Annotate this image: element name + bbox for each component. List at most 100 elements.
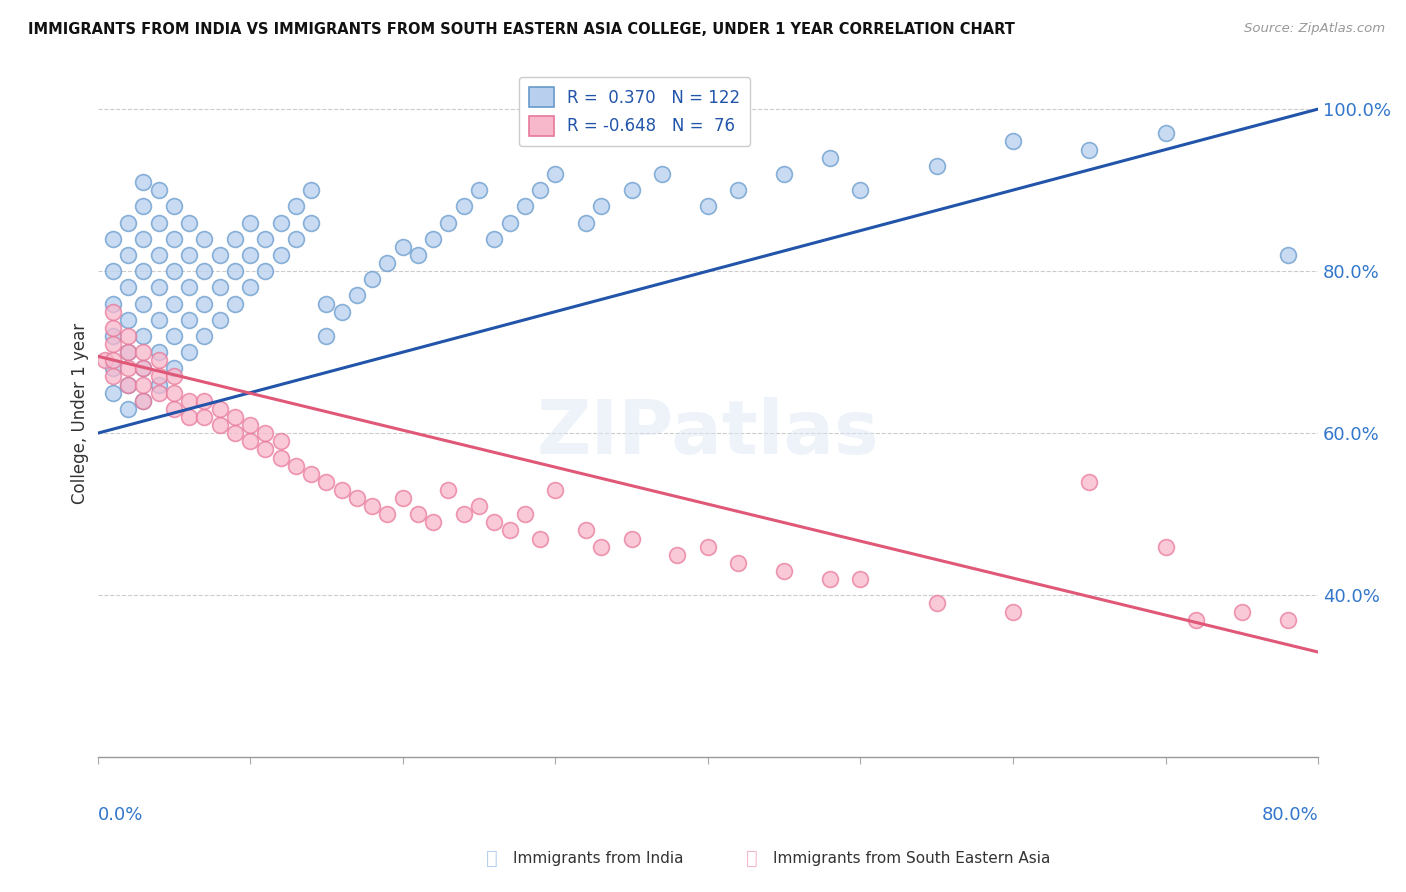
Point [849,572,872,586]
Point [346,288,368,302]
Point [148,280,170,294]
Point [163,232,186,246]
Point [101,329,124,343]
Point [422,516,444,530]
Point [651,167,673,181]
Point [117,329,139,343]
Point [925,159,948,173]
Text: IMMIGRANTS FROM INDIA VS IMMIGRANTS FROM SOUTH EASTERN ASIA COLLEGE, UNDER 1 YEA: IMMIGRANTS FROM INDIA VS IMMIGRANTS FROM… [28,22,1015,37]
Point [239,434,262,449]
Point [179,248,201,262]
Point [544,167,567,181]
Point [696,199,718,213]
Point [179,345,201,359]
Point [589,199,612,213]
Point [299,183,322,197]
Point [101,321,124,335]
Point [270,450,292,465]
Point [330,483,353,497]
Point [117,215,139,229]
Point [437,483,460,497]
Point [117,248,139,262]
Point [696,540,718,554]
Text: Source: ZipAtlas.com: Source: ZipAtlas.com [1244,22,1385,36]
Point [513,508,536,522]
Point [773,564,796,578]
Point [208,280,231,294]
Point [148,248,170,262]
Point [484,516,506,530]
Point [1154,540,1177,554]
Point [179,393,201,408]
Point [148,345,170,359]
Point [179,312,201,326]
Point [132,393,155,408]
Text: ZIPatlas: ZIPatlas [537,397,879,470]
Point [1277,613,1299,627]
Point [484,232,506,246]
Point [468,499,491,513]
Point [254,442,277,457]
Point [163,296,186,310]
Point [239,280,262,294]
Point [727,556,749,570]
Point [163,369,186,384]
Point [132,377,155,392]
Point [101,304,124,318]
Point [1078,143,1101,157]
Point [193,232,215,246]
Point [620,532,643,546]
Point [208,418,231,433]
Point [117,377,139,392]
Point [1277,248,1299,262]
Point [193,410,215,425]
Point [163,401,186,416]
Point [239,418,262,433]
Point [117,377,139,392]
Point [208,248,231,262]
Point [422,232,444,246]
Point [132,232,155,246]
Point [193,393,215,408]
Point [101,264,124,278]
Point [773,167,796,181]
Point [117,312,139,326]
Point [529,183,551,197]
Point [117,345,139,359]
Point [315,475,337,489]
Point [284,232,307,246]
Point [163,385,186,400]
Point [575,215,598,229]
Point [148,183,170,197]
Point [254,264,277,278]
Point [589,540,612,554]
Point [1154,127,1177,141]
Point [818,572,841,586]
Point [163,329,186,343]
Text: Immigrants from South Eastern Asia: Immigrants from South Eastern Asia [773,851,1050,865]
Point [208,312,231,326]
Point [406,248,429,262]
Point [1185,613,1208,627]
Point [94,353,117,368]
Point [132,264,155,278]
Point [101,337,124,351]
Point [727,183,749,197]
Text: 80.0%: 80.0% [1261,805,1319,823]
Point [270,215,292,229]
Point [117,280,139,294]
Point [179,410,201,425]
Point [254,426,277,441]
Point [163,361,186,376]
Point [346,491,368,505]
Point [361,272,384,286]
Point [224,410,246,425]
Point [575,524,598,538]
Point [1001,135,1024,149]
Point [406,508,429,522]
Point [148,385,170,400]
Point [148,312,170,326]
Point [208,401,231,416]
Point [224,232,246,246]
Point [101,361,124,376]
